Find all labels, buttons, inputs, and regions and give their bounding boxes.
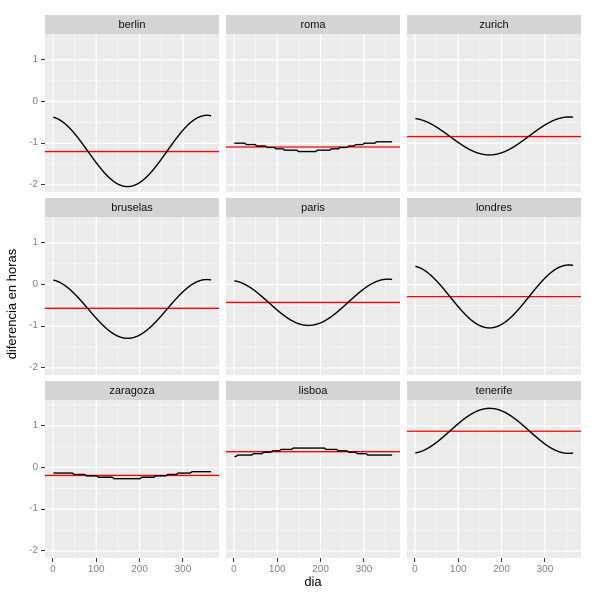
- panel-background: [226, 400, 400, 558]
- y-tick-label: -2: [29, 361, 38, 373]
- x-tick-mark: [457, 558, 459, 562]
- facet-strip-label: bruselas: [111, 201, 153, 214]
- y-tick-mark: [41, 142, 45, 144]
- facet-panel-berlin: [45, 34, 219, 192]
- x-tick-label: 0: [231, 564, 237, 575]
- y-tick-mark: [41, 325, 45, 327]
- y-tick-label: 1: [32, 236, 38, 248]
- y-tick-mark: [41, 508, 45, 510]
- facet-strip-label: paris: [301, 201, 325, 214]
- facet-panel-bruselas: [45, 217, 219, 375]
- panel-background: [45, 34, 219, 192]
- x-tick-mark: [95, 558, 97, 562]
- x-tick-label: 100: [449, 564, 467, 575]
- trend-curve: [415, 116, 574, 156]
- facet-strip-zaragoza: zaragoza: [45, 381, 219, 400]
- panel-background: [407, 400, 581, 558]
- facet-panel-zaragoza: [45, 400, 219, 558]
- y-tick-label: 0: [32, 278, 38, 290]
- trend-curve: [234, 278, 393, 327]
- trend-curve: [53, 471, 212, 480]
- facet-panel-tenerife: [407, 400, 581, 558]
- trend-curve: [415, 264, 574, 329]
- y-tick-mark: [41, 425, 45, 427]
- facet-strip-tenerife: tenerife: [407, 381, 581, 400]
- facet-strip-lisboa: lisboa: [226, 381, 400, 400]
- x-tick-mark: [363, 558, 365, 562]
- x-tick-mark: [139, 558, 141, 562]
- facet-panel-zurich: [407, 34, 581, 192]
- x-tick-label: 300: [174, 564, 192, 575]
- y-tick-mark: [41, 367, 45, 369]
- y-tick-label: 1: [32, 419, 38, 431]
- x-tick-mark: [52, 558, 54, 562]
- trend-curve: [234, 141, 393, 153]
- y-tick-label: 0: [32, 461, 38, 473]
- facet-strip-label: zaragoza: [109, 384, 155, 397]
- y-tick-label: -2: [29, 544, 38, 556]
- x-tick-label: 200: [493, 564, 510, 575]
- facet-strip-label: tenerife: [475, 384, 513, 397]
- y-tick-mark: [41, 550, 45, 552]
- x-tick-label: 200: [131, 564, 148, 575]
- facet-strip-zurich: zurich: [407, 15, 581, 34]
- x-tick-mark: [320, 558, 322, 562]
- facet-strip-bruselas: bruselas: [45, 198, 219, 217]
- y-axis-title: diferencia en horas: [4, 248, 19, 360]
- x-tick-label: 0: [50, 564, 56, 575]
- facet-strip-label: zurich: [479, 18, 509, 31]
- y-tick-mark: [41, 184, 45, 186]
- trend-curve: [415, 407, 574, 455]
- y-tick-label: 0: [32, 95, 38, 107]
- facet-strip-label: berlin: [118, 18, 146, 31]
- panel-background: [407, 34, 581, 192]
- y-tick-mark: [41, 59, 45, 61]
- y-tick-mark: [41, 101, 45, 103]
- y-tick-mark: [41, 242, 45, 244]
- x-tick-mark: [276, 558, 278, 562]
- facet-panel-paris: [226, 217, 400, 375]
- y-tick-mark: [41, 467, 45, 469]
- y-tick-mark: [41, 284, 45, 286]
- x-tick-mark: [544, 558, 546, 562]
- facet-strip-roma: roma: [226, 15, 400, 34]
- facet-strip-label: londres: [475, 201, 513, 214]
- trend-curve: [53, 278, 212, 340]
- x-tick-label: 100: [268, 564, 286, 575]
- facet-strip-label: roma: [300, 18, 326, 31]
- facet-strip-label: lisboa: [298, 384, 328, 397]
- x-tick-label: 300: [536, 564, 554, 575]
- facet-strip-berlin: berlin: [45, 15, 219, 34]
- y-tick-label: -1: [29, 503, 38, 515]
- panel-background: [45, 217, 219, 375]
- x-tick-mark: [414, 558, 416, 562]
- facet-strip-paris: paris: [226, 198, 400, 217]
- panel-background: [226, 217, 400, 375]
- x-tick-mark: [501, 558, 503, 562]
- y-tick-label: -2: [29, 178, 38, 190]
- x-axis-title: dia: [304, 574, 322, 589]
- x-tick-mark: [182, 558, 184, 562]
- facet-strip-londres: londres: [407, 198, 581, 217]
- facet-panel-roma: [226, 34, 400, 192]
- facet-panel-lisboa: [226, 400, 400, 558]
- y-tick-label: 1: [32, 53, 38, 65]
- y-tick-label: -1: [29, 320, 38, 332]
- y-tick-label: -1: [29, 137, 38, 149]
- facet-panel-londres: [407, 217, 581, 375]
- x-tick-label: 0: [412, 564, 418, 575]
- x-tick-label: 300: [355, 564, 373, 575]
- x-tick-label: 200: [312, 564, 329, 575]
- x-tick-mark: [233, 558, 235, 562]
- x-tick-label: 100: [87, 564, 105, 575]
- trend-curve: [53, 114, 212, 188]
- panel-background: [226, 34, 400, 192]
- trend-curve: [234, 447, 393, 458]
